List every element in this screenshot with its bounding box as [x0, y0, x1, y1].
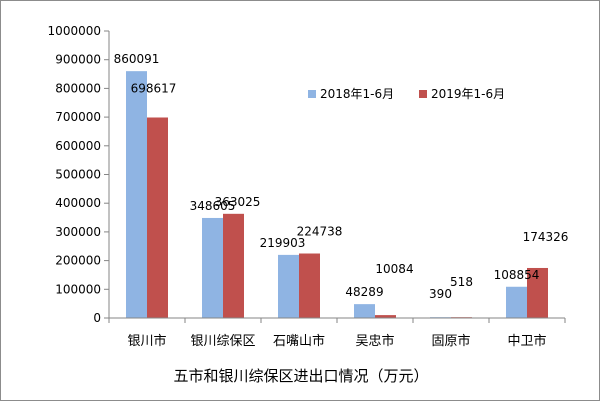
bar-2018: [126, 71, 147, 318]
bars: [126, 71, 548, 318]
legend: 2018年1-6月 2019年1-6月: [308, 87, 505, 101]
bar-2019: [527, 267, 548, 318]
data-label: 174326: [523, 230, 569, 244]
data-label: 48289: [345, 285, 383, 299]
y-tick-label: 700000: [55, 110, 101, 124]
data-label: 518: [450, 275, 473, 289]
bar-2019: [223, 213, 244, 318]
data-label: 348605: [190, 199, 236, 213]
x-axis-title: 五市和银川综保区进出口情况（万元）: [173, 367, 428, 385]
y-tick-label: 1000000: [48, 24, 101, 38]
y-axis: 0 100000 200000 300000 400000 500000 600000 700…: [48, 24, 110, 325]
legend-label: 2019年1-6月: [431, 87, 505, 101]
bar-2018: [278, 254, 299, 318]
x-axis: 银川市 银川综保区 石嘴山市 吴忠市 固原市 中卫市: [108, 317, 566, 349]
legend-label: 2018年1-6月: [320, 87, 394, 101]
x-category-label: 石嘴山市: [273, 333, 325, 349]
x-category-label: 银川市: [127, 333, 166, 349]
bar-2019: [147, 117, 168, 318]
x-category-label: 固原市: [431, 333, 470, 349]
y-tick-label: 900000: [55, 53, 101, 67]
data-label: 219903: [260, 236, 306, 250]
data-label: 698617: [131, 81, 177, 95]
data-labels: 860091 348605 219903 48289 390 108854 698617 36…: [114, 52, 569, 301]
data-label: 390: [429, 287, 452, 301]
bar-2019: [299, 253, 320, 318]
data-label: 108854: [494, 268, 540, 282]
data-label: 860091: [114, 52, 160, 66]
data-label: 363025: [215, 195, 261, 209]
x-category-label: 银川综保区: [190, 334, 255, 349]
y-tick-label: 400000: [55, 196, 101, 210]
y-tick-label: 100000: [55, 282, 101, 296]
bar-2018: [202, 217, 223, 318]
y-tick-label: 200000: [55, 254, 101, 268]
y-tick-label: 600000: [55, 139, 101, 153]
y-tick-label: 0: [93, 311, 101, 325]
y-tick-label: 800000: [55, 81, 101, 95]
data-label: 10084: [375, 262, 413, 276]
bar-2018: [506, 286, 527, 318]
data-label: 224738: [297, 225, 343, 239]
y-tick-label: 500000: [55, 168, 101, 182]
legend-swatch: [308, 90, 316, 98]
bar-2019: [375, 315, 396, 318]
bar-2018: [354, 304, 375, 318]
legend-swatch: [419, 90, 427, 98]
x-category-label: 中卫市: [507, 333, 546, 349]
y-tick-label: 300000: [55, 225, 101, 239]
x-category-label: 吴忠市: [355, 333, 394, 349]
